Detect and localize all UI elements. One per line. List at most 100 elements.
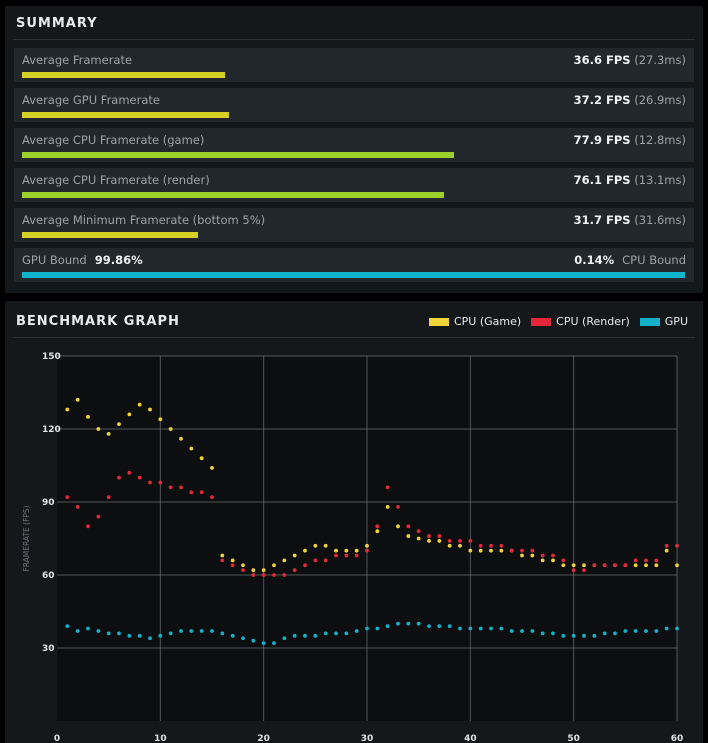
data-point-cpu-render	[458, 539, 462, 543]
data-point-cpu-render	[272, 573, 276, 577]
data-point-gpu	[86, 626, 90, 631]
data-point-cpu-game	[117, 422, 121, 427]
data-point-cpu-game	[571, 563, 576, 568]
legend-label: CPU (Game)	[453, 315, 522, 328]
data-point-cpu-render	[437, 534, 442, 538]
data-point-cpu-game	[220, 553, 225, 558]
stat-fps: 36.6 FPS	[573, 53, 631, 67]
data-point-gpu	[303, 633, 307, 638]
data-point-cpu-game	[499, 548, 504, 553]
x-tick-label: 10	[154, 734, 167, 743]
cpu-bound: 0.14% CPU Bound	[574, 253, 686, 267]
data-point-cpu-game	[406, 534, 411, 538]
data-point-gpu	[272, 641, 276, 646]
legend-swatch	[531, 317, 552, 326]
data-point-gpu	[241, 636, 245, 641]
data-point-cpu-render	[189, 490, 194, 495]
data-point-cpu-game	[447, 543, 452, 548]
stat-label: Average GPU Framerate	[22, 93, 160, 107]
data-point-gpu	[664, 626, 669, 631]
data-point-gpu	[675, 626, 679, 631]
data-point-gpu	[179, 629, 183, 633]
stat-row-bound: GPU Bound 99.86% 0.14% CPU Bound	[14, 248, 694, 282]
graph-title: BENCHMARK GRAPH	[16, 314, 180, 329]
data-point-cpu-render	[323, 558, 328, 563]
data-point-gpu	[520, 629, 524, 633]
y-tick-label: 120	[42, 425, 61, 435]
data-point-cpu-render	[65, 495, 70, 500]
data-point-cpu-game	[633, 563, 638, 568]
data-point-cpu-render	[117, 475, 121, 480]
data-point-cpu-render	[354, 553, 359, 558]
data-point-gpu	[365, 626, 369, 631]
data-point-cpu-render	[561, 558, 566, 563]
data-point-gpu	[106, 631, 111, 636]
stat-bar	[22, 72, 225, 78]
stat-value: 76.1 FPS (13.1ms)	[574, 173, 686, 187]
stat-value: 36.6 FPS (27.3ms)	[574, 53, 686, 67]
stat-ms: (12.8ms)	[634, 133, 686, 147]
data-point-gpu	[654, 629, 659, 633]
data-point-gpu	[75, 629, 80, 633]
data-point-cpu-render	[416, 529, 421, 534]
data-point-gpu	[199, 629, 204, 633]
data-point-cpu-game	[644, 563, 648, 568]
data-point-cpu-render	[613, 563, 617, 568]
data-point-cpu-render	[303, 563, 307, 568]
data-point-cpu-render	[137, 475, 142, 480]
data-point-gpu	[137, 633, 142, 638]
cpu-bound-label: CPU Bound	[622, 253, 686, 267]
legend-swatch	[428, 317, 449, 326]
data-point-gpu	[158, 633, 163, 638]
data-point-cpu-game	[582, 563, 586, 568]
legend-item-cpu-render: CPU (Render)	[531, 315, 630, 328]
data-point-cpu-game	[530, 553, 535, 558]
data-point-cpu-game	[75, 397, 80, 402]
y-tick-label: 90	[42, 498, 55, 508]
data-point-gpu	[437, 624, 442, 628]
data-point-cpu-render	[427, 534, 431, 538]
data-point-cpu-game	[468, 548, 473, 553]
data-point-cpu-render	[127, 470, 132, 475]
data-point-cpu-game	[148, 407, 152, 412]
data-point-gpu	[644, 629, 648, 633]
data-point-cpu-game	[96, 427, 101, 431]
data-point-gpu	[65, 624, 70, 628]
data-point-cpu-render	[468, 539, 473, 543]
data-point-gpu	[406, 621, 411, 626]
stat-row-avg-framerate: Average Framerate 36.6 FPS (27.3ms)	[14, 48, 694, 82]
data-point-gpu	[385, 624, 390, 628]
data-point-cpu-game	[540, 558, 545, 563]
data-point-gpu	[292, 633, 297, 638]
data-point-gpu	[458, 626, 462, 631]
data-point-cpu-game	[168, 427, 173, 431]
data-point-gpu	[189, 629, 194, 633]
gpu-bound-pct: 99.86%	[94, 253, 143, 267]
data-point-cpu-game	[179, 436, 183, 441]
data-point-gpu	[551, 631, 555, 636]
data-point-cpu-render	[375, 524, 380, 529]
data-point-gpu	[613, 631, 617, 636]
data-point-gpu	[96, 629, 101, 633]
stat-ms: (13.1ms)	[634, 173, 686, 187]
data-point-cpu-game	[654, 563, 659, 568]
data-point-cpu-game	[210, 466, 214, 470]
stat-bar	[22, 232, 198, 238]
data-point-cpu-render	[509, 548, 514, 553]
data-point-gpu	[447, 624, 452, 628]
data-point-cpu-game	[261, 568, 266, 573]
data-point-cpu-game	[251, 568, 256, 573]
data-point-gpu	[602, 631, 607, 636]
data-point-cpu-game	[199, 456, 204, 461]
data-point-cpu-game	[65, 407, 70, 412]
data-point-cpu-render	[261, 573, 266, 577]
data-point-gpu	[148, 636, 152, 641]
gpu-bound-bar	[22, 272, 685, 278]
data-point-cpu-render	[199, 490, 204, 495]
data-point-cpu-game	[272, 563, 276, 568]
stat-fps: 77.9 FPS	[573, 133, 631, 147]
data-point-cpu-render	[602, 563, 607, 568]
data-point-cpu-game	[334, 548, 338, 553]
data-point-gpu	[334, 631, 338, 636]
stat-value: 37.2 FPS (26.9ms)	[574, 93, 686, 107]
